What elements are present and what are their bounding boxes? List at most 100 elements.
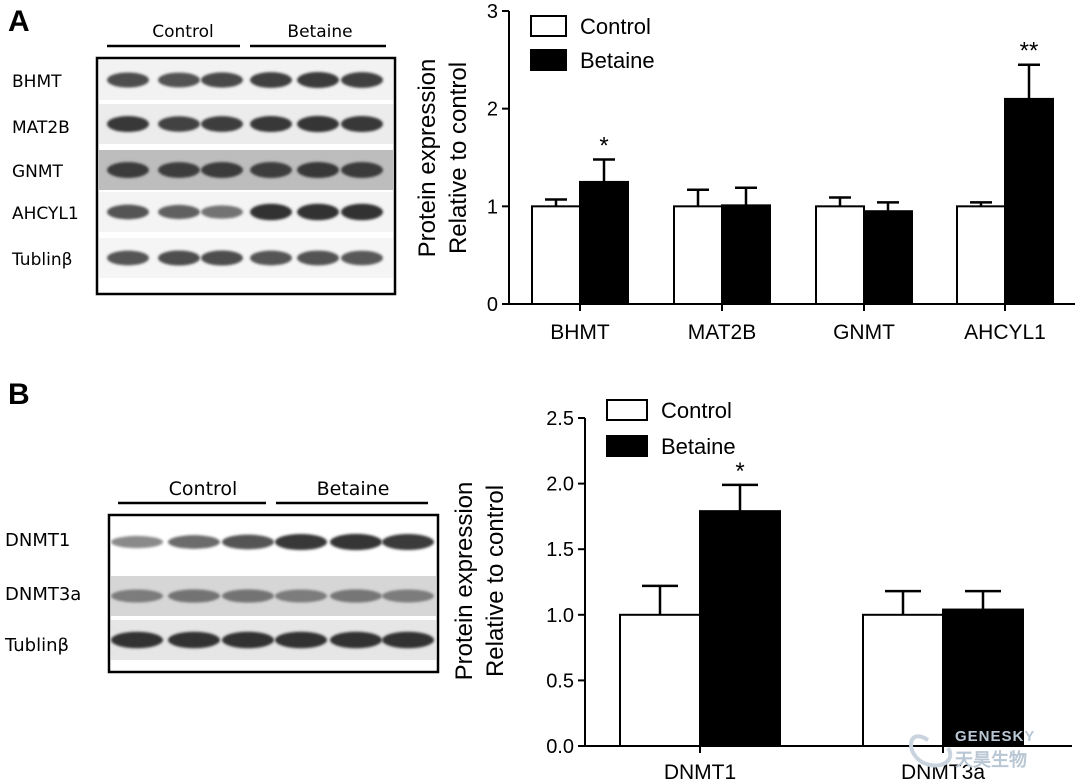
- blot-a-band: [158, 250, 200, 266]
- chart-a-bar-control: [531, 205, 581, 305]
- chart-a-legend-swatch-betaine: [530, 49, 567, 71]
- chart-a-bar-betaine: [1004, 97, 1054, 306]
- blot-a-label-bhmt: BHMT: [12, 72, 62, 92]
- chart-a-legend-swatch-control: [530, 15, 567, 37]
- blot-b-band: [330, 589, 382, 603]
- chart-b-ylabel-line2: Relative to control: [482, 485, 509, 677]
- chart-b-category-label: DNMT3a: [901, 761, 985, 782]
- chart-b-legend-swatch-control: [606, 399, 648, 421]
- chart-a-y-tick-label: 1: [487, 196, 498, 218]
- chart-a-bar-control: [956, 205, 1006, 305]
- chart-a-legend-label-control: Control: [580, 14, 651, 39]
- blot-a-band: [158, 116, 200, 132]
- blot-a-band: [107, 72, 149, 88]
- blot-a-band: [250, 162, 292, 178]
- blot-b-band: [275, 533, 327, 551]
- watermark-logo-swoosh: [909, 734, 953, 768]
- blot-b-band: [382, 534, 434, 550]
- blot-a-band: [158, 162, 200, 178]
- watermark-line1: GENESKY: [955, 728, 1035, 745]
- panel-a-letter: A: [8, 5, 30, 38]
- chart-b-bar-betaine: [942, 608, 1024, 747]
- chart-a-category-label: MAT2B: [688, 321, 756, 344]
- chart-a-significance: **: [1020, 38, 1039, 65]
- chart-a-bar-control: [673, 205, 723, 305]
- blot-a-band: [297, 250, 339, 266]
- blot-a-label-tublin: Tublinβ: [11, 250, 72, 270]
- chart-b-bar-control: [862, 613, 944, 747]
- blot-b-band: [111, 589, 163, 603]
- chart-b-y-tick-label: 1.5: [546, 539, 574, 561]
- blot-b-band: [275, 589, 327, 603]
- chart-b-y-tick-label: 1.0: [546, 605, 574, 627]
- blot-b-band: [275, 631, 327, 649]
- blot-b-label-tublin: Tublinβ: [4, 635, 69, 656]
- blot-b-band: [222, 589, 274, 603]
- blot-a-label-mat2b: MAT2B: [12, 118, 70, 138]
- blot-b-bands: [111, 522, 436, 660]
- blot-a-band: [158, 72, 200, 88]
- chart-b-legend-label-control: Control: [661, 398, 732, 423]
- watermark-line2: 天昊生物: [955, 749, 1027, 770]
- chart-a-y-tick-label: 3: [487, 1, 498, 23]
- blot-a-band: [201, 116, 243, 132]
- blot-a-band: [341, 162, 383, 178]
- chart-b-y-tick-label: 0.5: [546, 670, 574, 692]
- chart-a-legend-label-betaine: Betaine: [580, 48, 655, 73]
- blot-a-group-betaine: Betaine: [287, 22, 352, 42]
- blot-b-label-dnmt1: DNMT1: [5, 530, 70, 551]
- blot-a-band: [341, 115, 383, 133]
- chart-a-y-tick-label: 2: [487, 99, 498, 121]
- panel-b-letter: B: [8, 378, 30, 411]
- blot-a-band: [297, 72, 339, 88]
- blot-b-band: [382, 589, 434, 603]
- chart-b-category-label: DNMT1: [664, 761, 736, 782]
- blot-a-band: [107, 204, 149, 220]
- blot-a-band: [201, 250, 243, 266]
- blot-a-band: [201, 162, 243, 178]
- blot-a-band: [250, 203, 292, 221]
- blot-a-bands: [99, 60, 393, 278]
- blot-a-band: [158, 204, 200, 220]
- chart-b-ylabel-line1: Protein expression: [451, 482, 478, 681]
- blot-b-band: [330, 631, 382, 649]
- chart-b-significance: *: [735, 458, 744, 485]
- chart-b-y-tick-label: 0.0: [546, 736, 574, 758]
- blot-a-band: [201, 72, 243, 88]
- chart-a-significance: *: [599, 132, 608, 159]
- chart-a-ylabel-line1: Protein expression: [414, 59, 441, 258]
- chart-a-bar-betaine: [721, 204, 771, 306]
- blot-b-band: [222, 534, 274, 550]
- chart-b-bar-betaine: [699, 510, 781, 748]
- blot-a-band: [201, 205, 243, 219]
- blot-a-group-control: Control: [152, 22, 213, 42]
- watermark: GENESKY 天昊生物: [909, 728, 1035, 770]
- blot-a-band: [341, 250, 383, 266]
- chart-a-bar-betaine: [863, 210, 913, 305]
- blot-b-band: [168, 535, 220, 549]
- blot-a-band: [107, 250, 149, 266]
- blot-b-band: [382, 631, 434, 649]
- blot-b-band: [222, 631, 274, 649]
- blot-a-band: [107, 162, 149, 178]
- blot-a-label-ahcyl1: AHCYL1: [12, 204, 79, 224]
- blot-a: Control Betaine BHMT MAT2B GNMT AHCYL1 T…: [11, 22, 397, 296]
- blot-a-label-gnmt: GNMT: [12, 162, 64, 182]
- chart-a: Protein expression Relative to control 0…: [414, 1, 1075, 344]
- chart-b-legend-swatch-betaine: [606, 435, 648, 457]
- blot-a-band: [297, 115, 339, 133]
- chart-a-category-label: AHCYL1: [964, 321, 1046, 344]
- blot-b-band: [168, 589, 220, 603]
- blot-a-band: [250, 72, 292, 88]
- blot-b-band: [111, 535, 163, 549]
- chart-a-y-tick-label: 0: [487, 294, 498, 316]
- chart-a-category-label: BHMT: [550, 321, 610, 344]
- blot-b: Control Betaine DNMT1 DNMT3a Tublinβ: [4, 478, 440, 674]
- blot-a-band: [341, 72, 383, 88]
- chart-a-bar-betaine: [579, 180, 629, 306]
- blot-b-group-betaine: Betaine: [317, 478, 390, 500]
- chart-b-y-tick-label: 2.0: [546, 474, 574, 496]
- chart-b: Protein expression Relative to control 0…: [451, 398, 1072, 782]
- blot-b-group-control: Control: [169, 478, 238, 500]
